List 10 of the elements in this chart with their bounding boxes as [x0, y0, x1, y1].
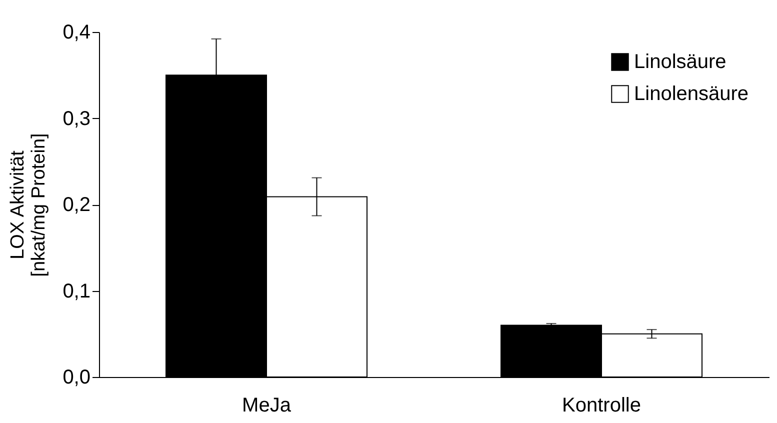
y-tick-label: 0,2 — [62, 194, 90, 216]
y-tick-label: 0,1 — [62, 280, 90, 302]
x-tick-label: MeJa — [242, 394, 292, 416]
x-tick-label: Kontrolle — [562, 394, 641, 416]
y-tick-label: 0,3 — [62, 108, 90, 130]
y-tick-label: 0,4 — [62, 22, 90, 44]
y-axis-title: LOX Aktivität [nkat/mg Protein] — [8, 133, 50, 277]
legend-label: Linolsäure — [634, 51, 726, 73]
y-tick-label: 0,0 — [62, 366, 90, 388]
legend-label: Linolensäure — [634, 83, 749, 105]
